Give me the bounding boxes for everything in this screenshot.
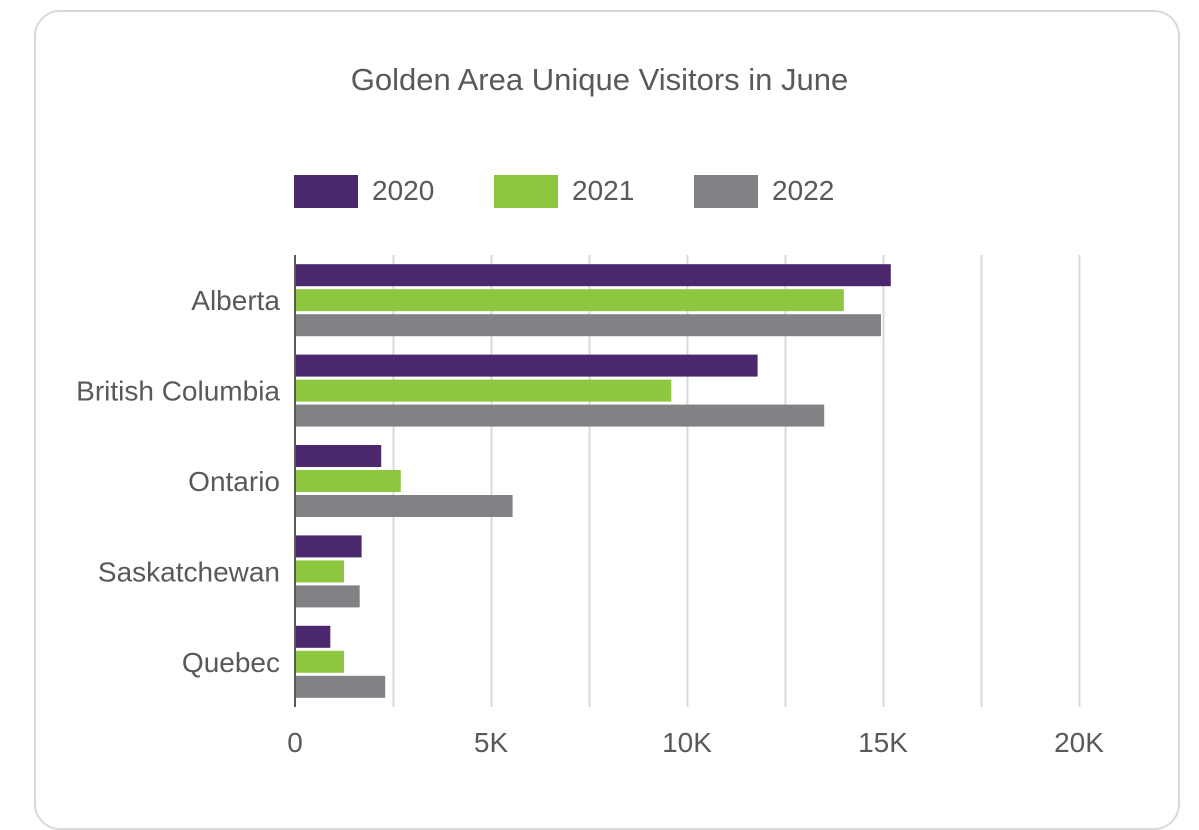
x-tick-label: 20K [1054, 727, 1104, 758]
bar-ontario-2020 [295, 445, 381, 467]
bar-british-columbia-2022 [295, 405, 824, 427]
x-tick-label: 15K [858, 727, 908, 758]
bar-saskatchewan-2021 [295, 560, 344, 582]
bar-british-columbia-2020 [295, 355, 758, 377]
bar-ontario-2021 [295, 470, 401, 492]
y-tick-label: Ontario [188, 466, 280, 497]
bar-saskatchewan-2020 [295, 535, 362, 557]
x-tick-label: 10K [662, 727, 712, 758]
bar-british-columbia-2021 [295, 380, 671, 402]
bar-quebec-2020 [295, 626, 330, 648]
y-tick-label: Saskatchewan [98, 556, 280, 587]
y-tick-label: Alberta [191, 285, 280, 316]
y-tick-label: Quebec [182, 647, 280, 678]
bar-alberta-2022 [295, 314, 881, 336]
bar-alberta-2020 [295, 264, 891, 286]
x-tick-label: 0 [287, 727, 303, 758]
x-tick-label: 5K [474, 727, 509, 758]
bar-quebec-2021 [295, 651, 344, 673]
bar-chart-plot: Alberta British Columbia Ontario Saskatchew… [0, 0, 1199, 802]
bar-ontario-2022 [295, 495, 513, 517]
bar-quebec-2022 [295, 676, 385, 698]
y-tick-label: British Columbia [76, 376, 280, 407]
bar-alberta-2021 [295, 289, 844, 311]
bar-saskatchewan-2022 [295, 585, 360, 607]
